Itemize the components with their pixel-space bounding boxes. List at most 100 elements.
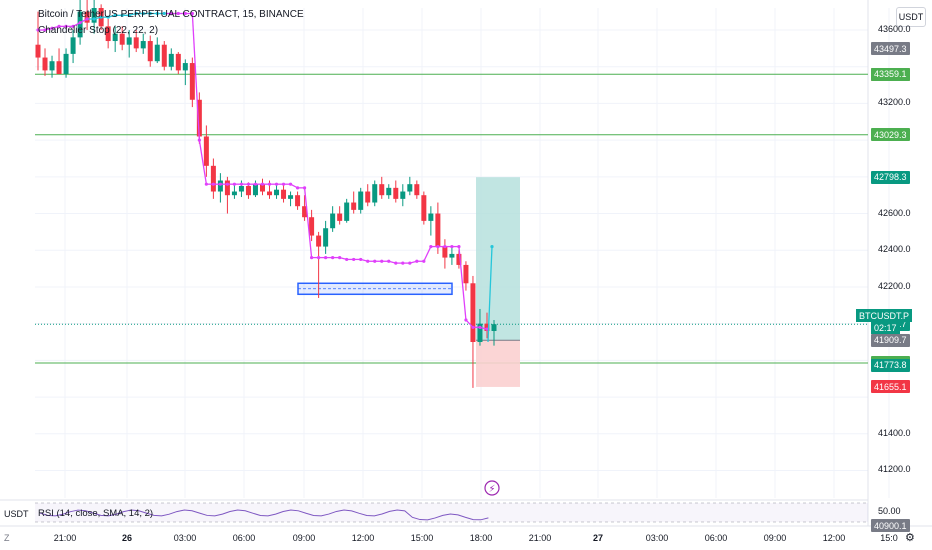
stop-point (183, 11, 187, 16)
stop-line-segment (487, 246, 493, 343)
stop-line-segment (423, 246, 432, 262)
stop-point (232, 182, 237, 186)
stop-point (490, 244, 494, 249)
stop-point (253, 182, 258, 186)
stop-point (401, 261, 405, 265)
stop-point (246, 182, 251, 186)
candle-body (400, 191, 406, 199)
candle-body (295, 195, 301, 207)
stop-point (422, 259, 426, 263)
stop-point (78, 21, 82, 25)
time-axis-label: 27 (592, 533, 604, 543)
stop-point (225, 182, 230, 186)
candle-body (161, 44, 167, 67)
stop-point (443, 244, 447, 249)
candle-body (42, 57, 48, 71)
price-badge: 41909.7 (871, 333, 910, 347)
candle-body (112, 33, 118, 42)
stop-point (141, 11, 145, 16)
stop-point (436, 244, 440, 249)
stop-point (429, 244, 433, 249)
candle-body (267, 191, 273, 196)
candle-body (337, 213, 343, 221)
stop-point (43, 28, 47, 32)
candle-body (182, 63, 188, 71)
lightning-glyph: ⚡ (488, 484, 495, 495)
candle-body (463, 264, 469, 284)
stop-point (359, 257, 363, 262)
stop-point (36, 28, 40, 32)
candle-body (470, 283, 476, 343)
rsi-label[interactable]: RSI (14, close, SMA, 14, 2) (38, 508, 154, 519)
timezone-label[interactable]: Z (4, 533, 10, 543)
candle-body (372, 184, 378, 203)
stop-point (120, 13, 124, 17)
candle-body (449, 253, 455, 258)
time-axis-label: 09:00 (292, 533, 316, 543)
time-axis-label: 26 (121, 533, 133, 543)
time-axis-label: 09:00 (763, 533, 787, 543)
rsi-line (39, 509, 489, 521)
stop-point (211, 182, 215, 186)
candle-body (435, 213, 441, 247)
loss-zone (476, 340, 520, 387)
stop-line-segment (303, 187, 313, 258)
price-scale-label: 43200.0 (878, 97, 911, 108)
candle-body (316, 235, 322, 247)
price-scale-label: 42600.0 (878, 207, 911, 218)
candle-body (344, 202, 350, 221)
time-axis-label: 06:00 (232, 533, 256, 543)
stop-point (450, 244, 454, 249)
stop-line-segment (191, 13, 201, 141)
candle-body (245, 186, 251, 196)
chart-title: Bitcoin / TetherUS PERPETUAL CONTRACT, 1… (38, 9, 304, 20)
rsi-value-label: 50.00 (878, 506, 901, 516)
stop-point (408, 261, 412, 265)
candle-body (154, 44, 160, 62)
time-axis-label: 15:00 (410, 533, 434, 543)
candle-body (84, 11, 90, 23)
stop-point (127, 13, 131, 17)
candle-body (351, 202, 357, 210)
candle-body (126, 37, 132, 45)
currency-button[interactable]: USDT (896, 7, 926, 27)
candle-body (91, 8, 97, 23)
stop-point (260, 182, 265, 186)
stop-point (317, 255, 321, 260)
candle-body (35, 44, 41, 58)
candle-body (168, 53, 174, 67)
stop-point (197, 138, 201, 142)
candle-body (407, 184, 413, 192)
price-badge: 41773.8 (871, 358, 910, 372)
candle-body (428, 213, 434, 221)
stop-point (57, 24, 61, 28)
stop-point (85, 17, 89, 21)
price-badge: 40900.1 (871, 519, 910, 532)
stop-point (106, 15, 110, 19)
candle-body (358, 191, 364, 210)
candle-body (203, 136, 209, 166)
candle-body (330, 213, 336, 229)
candle-body (259, 184, 265, 192)
time-axis-label: 12:00 (351, 533, 375, 543)
stop-point (92, 17, 96, 21)
candle-body (421, 195, 427, 221)
candle-body (70, 37, 76, 54)
stop-point (394, 261, 398, 265)
time-axis-label: 21:00 (528, 533, 552, 543)
candle-body (77, 11, 83, 38)
candle-body (119, 33, 125, 45)
candle-body (477, 323, 483, 343)
gear-icon[interactable]: ⚙ (905, 532, 915, 544)
candle-body (309, 217, 315, 236)
stop-point (274, 182, 279, 186)
candle-body (238, 186, 244, 192)
stop-point (148, 11, 152, 16)
candle-body (133, 37, 139, 49)
stop-point (338, 255, 342, 260)
stop-line-segment (465, 319, 474, 328)
indicator-label[interactable]: Chandelier Stop (22, 22, 2) (38, 25, 159, 36)
stop-point (239, 182, 244, 186)
price-badge: 43029.3 (871, 128, 910, 142)
